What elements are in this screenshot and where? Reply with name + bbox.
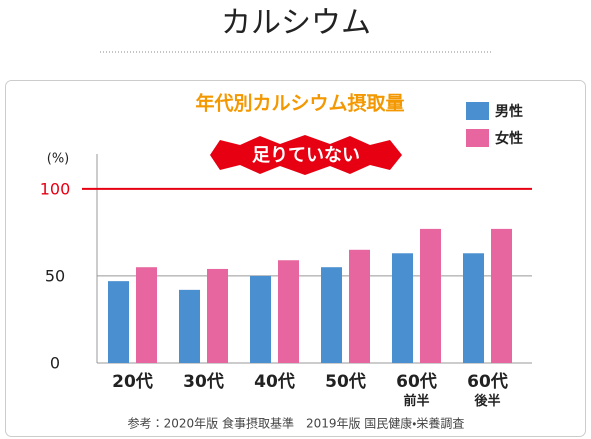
bar [491,228,512,363]
badge-shape [210,135,402,175]
bar [420,228,441,363]
x-tick-label: 20代 [112,371,153,392]
x-tick-label: 50代 [325,371,366,392]
y-tick-label: 50 [45,266,65,285]
y-tick-label: 0 [50,354,60,373]
bar [463,253,484,363]
y-tick-label: 100 [40,179,71,198]
chart-frame [5,80,586,437]
legend-label: 男性 [495,103,523,120]
bar [349,249,370,363]
bar [250,275,271,363]
legend-label: 女性 [495,130,523,147]
legend-swatch [466,102,489,120]
badge-text: 足りていない [252,145,360,166]
bar [136,267,157,363]
bar [108,281,129,363]
legend-swatch [466,129,489,147]
bar [179,289,200,363]
bar [321,267,342,363]
bar [278,260,299,363]
bar [392,253,413,363]
chart-title: 年代別カルシウム摂取量 [195,92,404,115]
x-tick-label: 60代後半 [467,371,508,409]
x-tick-label: 40代 [254,371,295,392]
x-tick-label: 30代 [183,371,224,392]
page-title: カルシウム [221,6,371,41]
x-tick-label: 60代前半 [396,371,437,409]
bar [207,268,228,363]
y-unit: (%) [47,152,70,167]
source-note: 参考：2020年版 食事摂取基準 2019年版 国民健康・栄養調査 [128,416,465,431]
